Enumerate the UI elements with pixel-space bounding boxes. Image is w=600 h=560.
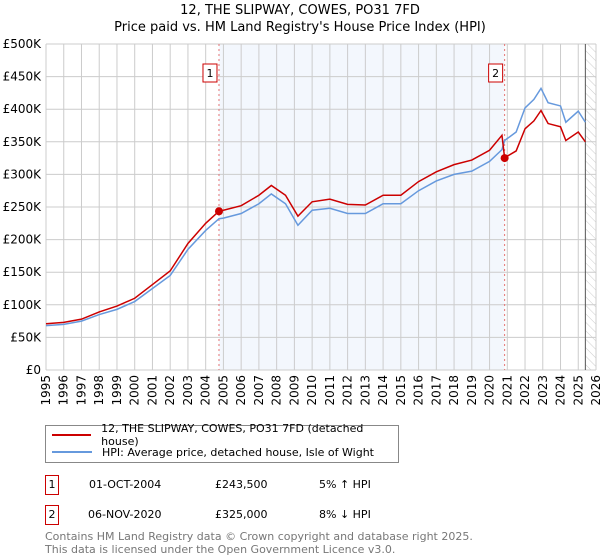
x-tick-label: 2019: [465, 375, 479, 406]
x-tick-label: 2017: [429, 375, 443, 406]
sale-label: 2: [492, 67, 499, 80]
x-tick-label: 2003: [181, 375, 195, 406]
footer: Contains HM Land Registry data © Crown c…: [45, 530, 473, 556]
sale-hpi-diff: 8% ↓ HPI: [319, 508, 371, 521]
x-tick-label: 2026: [589, 375, 600, 406]
y-tick-label: £400K: [3, 102, 43, 116]
x-tick-label: 2007: [252, 375, 266, 406]
y-tick-label: £500K: [3, 37, 43, 51]
chart-subtitle: Price paid vs. HM Land Registry's House …: [114, 20, 486, 35]
sale-price: £243,500: [215, 478, 268, 491]
legend-item-hpi: HPI: Average price, detached house, Isle…: [52, 444, 374, 460]
sale-date: 06-NOV-2020: [88, 508, 162, 521]
x-tick-label: 2011: [323, 375, 337, 406]
x-tick-label: 2025: [571, 375, 585, 406]
x-tick-label: 2012: [341, 375, 355, 406]
x-tick-label: 2022: [518, 375, 532, 406]
legend-swatch: [52, 451, 92, 453]
y-tick-label: £150K: [3, 265, 43, 279]
x-tick-label: 1998: [92, 375, 106, 406]
x-tick-label: 2008: [270, 375, 284, 406]
x-tick-label: 2015: [394, 375, 408, 406]
x-tick-label: 2020: [483, 375, 497, 406]
sale-badge: 2: [45, 505, 59, 525]
legend-label: 12, THE SLIPWAY, COWES, PO31 7FD (detach…: [101, 422, 364, 448]
x-tick-label: 2010: [305, 375, 319, 406]
x-tick-label: 2014: [376, 375, 390, 406]
x-tick-label: 2000: [128, 375, 142, 406]
legend-swatch: [52, 434, 92, 436]
x-tick-label: 1999: [110, 375, 124, 406]
y-tick-label: £250K: [3, 200, 43, 214]
x-tick-label: 2005: [216, 375, 230, 406]
footer-copyright: Contains HM Land Registry data © Crown c…: [45, 530, 473, 543]
x-tick-label: 1997: [74, 375, 88, 406]
sale-row: 2 06-NOV-2020 £325,000 8% ↓ HPI: [45, 505, 445, 525]
x-tick-label: 2004: [199, 375, 213, 406]
sale-point: [500, 154, 509, 163]
x-tick-label: 2016: [412, 375, 426, 406]
property-line: [45, 109, 586, 325]
chart-title: 12, THE SLIPWAY, COWES, PO31 7FD: [180, 3, 420, 18]
y-tick-label: £200K: [3, 233, 43, 247]
x-tick-label: 1996: [57, 375, 71, 406]
x-tick-label: 2001: [145, 375, 159, 406]
x-tick-label: 2013: [358, 375, 372, 406]
sale-row: 1 01-OCT-2004 £243,500 5% ↑ HPI: [45, 475, 445, 495]
hpi-line: [45, 86, 586, 327]
x-tick-label: 2023: [536, 375, 550, 406]
sale-badge: 1: [45, 475, 59, 495]
legend-item-property: 12, THE SLIPWAY, COWES, PO31 7FD (detach…: [52, 422, 398, 448]
y-tick-label: £100K: [3, 298, 43, 312]
sale-date: 01-OCT-2004: [89, 478, 162, 491]
legend-label: HPI: Average price, detached house, Isle…: [102, 445, 374, 459]
x-tick-label: 2021: [500, 375, 514, 406]
price-chart: £0 £50K £100K £150K £200K £250K £300K £350K £400…: [3, 37, 600, 406]
y-tick-label: £0: [26, 363, 41, 377]
y-tick-label: £50K: [10, 330, 42, 344]
sale-label: 1: [206, 67, 213, 80]
x-tick-label: 2018: [447, 375, 461, 406]
y-tick-label: £450K: [3, 70, 43, 84]
footer-licence: This data is licensed under the Open Gov…: [45, 543, 396, 556]
x-tick-label: 2006: [234, 375, 248, 406]
sale-label-box: [202, 63, 218, 83]
x-tick-label: 2009: [287, 375, 301, 406]
sale-label-box: [488, 63, 504, 83]
x-tick-label: 2002: [163, 375, 177, 406]
sale-hpi-diff: 5% ↑ HPI: [319, 478, 371, 491]
y-tick-label: £300K: [3, 167, 43, 181]
sale-price: £325,000: [215, 508, 268, 521]
x-tick-label: 1995: [39, 375, 53, 406]
sale-point: [214, 207, 223, 216]
legend: 12, THE SLIPWAY, COWES, PO31 7FD (detach…: [45, 422, 399, 463]
y-tick-label: £350K: [3, 135, 43, 149]
x-tick-label: 2024: [554, 375, 568, 406]
